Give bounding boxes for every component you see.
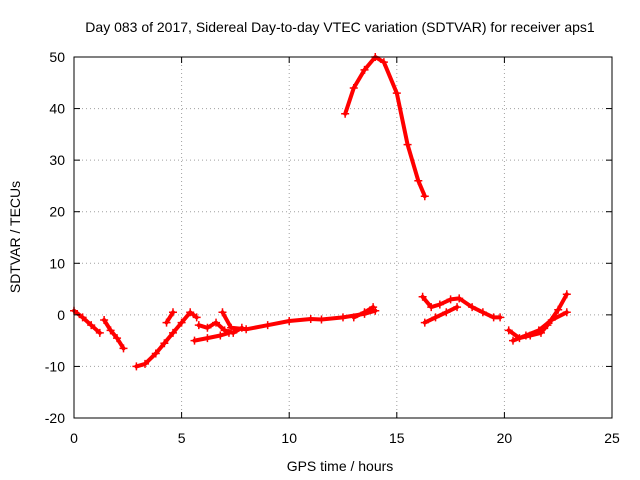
series-arc-11 xyxy=(422,305,460,325)
data-point xyxy=(418,292,427,301)
data-point xyxy=(106,326,115,335)
y-tick-label: 20 xyxy=(49,204,65,220)
data-point xyxy=(203,334,212,343)
data-point xyxy=(427,303,436,312)
plot-frame xyxy=(73,56,613,419)
data-point xyxy=(132,362,141,371)
data-point xyxy=(360,65,369,74)
series-arc-9 xyxy=(343,55,427,199)
axis-ticks: 0 5 10 15 20 25 -20 -10 0 10 20 30 40 50 xyxy=(45,49,620,446)
data-point xyxy=(420,192,429,201)
data-point xyxy=(227,323,236,332)
data-point xyxy=(392,89,401,98)
data-point xyxy=(151,349,160,358)
data-point xyxy=(242,325,251,334)
data-point xyxy=(403,140,412,149)
data-point xyxy=(496,313,505,322)
data-point xyxy=(455,294,464,303)
data-point xyxy=(113,334,122,343)
data-point xyxy=(95,328,104,337)
data-point xyxy=(453,303,462,312)
data-point xyxy=(218,308,227,317)
data-point xyxy=(119,344,128,353)
data-point xyxy=(194,321,203,330)
data-point xyxy=(360,308,369,317)
series-arc-13 xyxy=(511,310,569,343)
x-tick-label: 5 xyxy=(178,430,186,446)
data-point xyxy=(224,328,233,337)
y-axis-label: SDTVAR / TECUs xyxy=(7,181,23,293)
y-tick-label: -20 xyxy=(45,410,65,426)
series-arc-3 xyxy=(134,310,199,369)
x-tick-label: 10 xyxy=(281,430,297,446)
data-point xyxy=(554,305,563,314)
data-point xyxy=(285,317,294,326)
data-point xyxy=(216,331,225,340)
data-point xyxy=(190,336,199,345)
data-point xyxy=(547,316,556,325)
data-point xyxy=(369,303,378,312)
data-point xyxy=(442,308,451,317)
data-point xyxy=(521,331,530,340)
data-point xyxy=(141,359,150,368)
data-point xyxy=(160,339,169,348)
data-point xyxy=(504,326,513,335)
data-point xyxy=(78,313,87,322)
data-point xyxy=(306,314,315,323)
data-point xyxy=(468,303,477,312)
y-tick-label: 40 xyxy=(49,101,65,117)
data-point xyxy=(509,336,518,345)
data-point xyxy=(263,321,272,330)
data-point xyxy=(168,328,177,337)
x-tick-label: 0 xyxy=(70,430,78,446)
series-arc-1 xyxy=(72,308,102,335)
data-point xyxy=(162,318,171,327)
x-tick-label: 15 xyxy=(389,430,405,446)
data-point xyxy=(431,313,440,322)
data-point xyxy=(478,308,487,317)
x-tick-label: 25 xyxy=(604,430,620,446)
x-tick-label: 20 xyxy=(497,430,513,446)
data-point xyxy=(379,58,388,67)
data-point xyxy=(87,321,96,330)
data-point xyxy=(349,83,358,92)
grid xyxy=(74,57,612,418)
data-point xyxy=(341,109,350,118)
chart-title: Day 083 of 2017, Sidereal Day-to-day VTE… xyxy=(85,19,595,35)
data-point xyxy=(420,318,429,327)
data-point xyxy=(186,308,195,317)
data-point xyxy=(192,313,201,322)
data-point xyxy=(534,326,543,335)
y-tick-label: 0 xyxy=(57,307,65,323)
data-point xyxy=(317,315,326,324)
series-arc-6 xyxy=(192,330,231,343)
data-point xyxy=(203,323,212,332)
data-point xyxy=(168,308,177,317)
data-point xyxy=(562,290,571,299)
data-point xyxy=(435,300,444,309)
data-point xyxy=(339,313,347,322)
series-arc-4 xyxy=(164,310,175,325)
data-point xyxy=(414,176,423,185)
data-point xyxy=(177,318,186,327)
y-tick-label: 50 xyxy=(49,49,65,65)
data-point xyxy=(562,308,571,317)
data-point xyxy=(212,318,221,327)
x-axis-label: GPS time / hours xyxy=(287,458,394,474)
data-point xyxy=(349,313,358,322)
plot-series xyxy=(70,53,571,371)
series-arc-2 xyxy=(102,318,126,351)
y-tick-label: -10 xyxy=(45,358,65,374)
data-point xyxy=(446,295,455,304)
y-tick-label: 10 xyxy=(49,255,65,271)
y-tick-label: 30 xyxy=(49,152,65,168)
data-point xyxy=(100,316,109,325)
